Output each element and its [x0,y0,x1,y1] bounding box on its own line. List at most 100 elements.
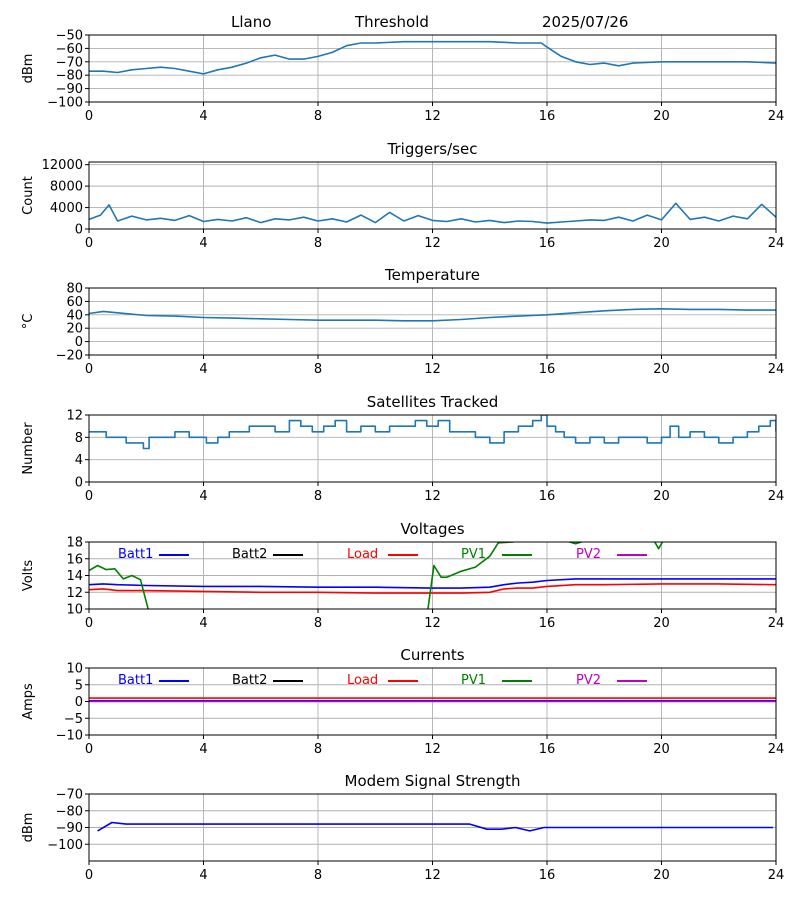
panel-title: Currents [400,646,464,664]
x-tick-label: 4 [199,489,207,504]
series-line-threshold [89,40,776,75]
x-tick-label: 12 [424,742,441,757]
x-tick-label: 20 [653,236,670,251]
panel-title: Voltages [400,520,464,538]
x-tick-label: 20 [653,489,670,504]
y-tick-label: 12 [66,586,83,601]
series-line-load [89,583,776,594]
x-tick-label: 16 [539,362,556,377]
panel-modem: 0 4 8 12 16 20 24 −100 −90 −80−70 Modem Signal Str… [21,772,784,883]
header-threshold-label: Threshold [354,13,429,31]
x-tick-label: 8 [314,489,322,504]
y-tick-label: 4000 [50,201,83,216]
y-tick-label: 60 [66,295,83,310]
y-tick-label: 80 [66,282,83,297]
panel-threshold: 0 4 8 12 16 20 24 −100−90−80−70−60−50 dBm [21,29,784,125]
y-tick-label: 20 [66,322,83,337]
x-tick-label: 8 [314,742,322,757]
x-tick-label: 16 [539,616,556,631]
legend-label: Batt2 [232,547,267,562]
legend-label: Batt1 [118,673,153,688]
x-tick-label: 20 [653,868,670,883]
y-tick-label: 5 [75,678,83,693]
legend-label: Load [347,547,378,562]
panel-satellites: 0 4 8 12 16 20 24 0 4 8 12 Satellites Tracked Number [21,393,784,504]
x-tick-label: 16 [539,489,556,504]
series-line-batt1 [89,578,776,589]
x-tick-label: 16 [539,109,556,124]
series-group [89,697,776,703]
y-tick-label: 40 [66,308,83,323]
x-tick-label: 24 [768,109,785,124]
x-tick-label: 20 [653,616,670,631]
y-axis-label: Number [21,422,36,475]
panel-title: Temperature [384,266,480,284]
y-axis-label: Amps [21,683,36,720]
y-tick-label: −90 [56,821,83,836]
header-station: Llano [231,13,271,31]
y-tick-label: 0 [75,476,83,491]
x-tick-label: 0 [85,868,93,883]
y-tick-label: −90 [56,82,83,97]
panel-triggers: 0 4 8 12 16 20 24 0 4000 8000 12000 Triggers/sec Cou… [21,140,784,251]
x-tick-label: 16 [539,868,556,883]
x-tick-label: 4 [199,868,207,883]
x-tick-label: 0 [85,109,93,124]
y-tick-label: −80 [56,69,83,84]
legend-label: PV2 [576,673,601,688]
y-tick-label: 12 [66,409,83,424]
y-axis-label: Volts [21,560,36,592]
x-tick-label: 24 [768,868,785,883]
legend-label: Batt2 [232,673,267,688]
legend-label: Batt1 [118,547,153,562]
y-tick-label: −10 [56,729,83,744]
x-tick-label: 0 [85,742,93,757]
x-tick-label: 12 [424,362,441,377]
panel-title: Triggers/sec [387,140,478,158]
x-tick-label: 24 [768,616,785,631]
panel-title: Modem Signal Strength [345,772,521,790]
series-line-modem [97,821,774,832]
x-tick-label: 0 [85,362,93,377]
series-line-pv1 [89,542,664,609]
series-group [89,308,776,322]
y-tick-label: 18 [66,536,83,551]
y-tick-label: 0 [75,695,83,710]
y-tick-label: 8000 [50,180,83,195]
y-tick-label: −70 [56,788,83,803]
y-axis-label: Count [21,176,36,215]
y-tick-label: 8 [75,431,83,446]
y-tick-label: −70 [56,55,83,70]
x-tick-label: 8 [314,109,322,124]
legend-label: PV1 [461,673,486,688]
y-tick-label: 10 [66,603,83,618]
x-tick-label: 0 [85,489,93,504]
y-axis-label: dBm [21,54,36,84]
x-tick-label: 20 [653,109,670,124]
x-tick-label: 12 [424,868,441,883]
legend-label: Load [347,673,378,688]
series-group [97,821,774,832]
y-tick-label: 10 [66,662,83,677]
series-group [89,542,776,609]
y-tick-label: 14 [66,569,83,584]
x-tick-label: 4 [199,362,207,377]
panel-title: Satellites Tracked [367,393,498,411]
x-tick-label: 24 [768,742,785,757]
y-axis-label: dBm [21,813,36,843]
x-tick-label: 24 [768,362,785,377]
x-tick-label: 24 [768,236,785,251]
y-tick-label: 0 [75,335,83,350]
y-tick-label: −80 [56,804,83,819]
x-tick-label: 0 [85,236,93,251]
series-line-temperature [89,308,776,322]
y-tick-label: −20 [56,349,83,364]
x-tick-label: 8 [314,616,322,631]
x-tick-label: 4 [199,616,207,631]
x-tick-label: 12 [424,236,441,251]
header-date: 2025/07/26 [542,13,628,31]
